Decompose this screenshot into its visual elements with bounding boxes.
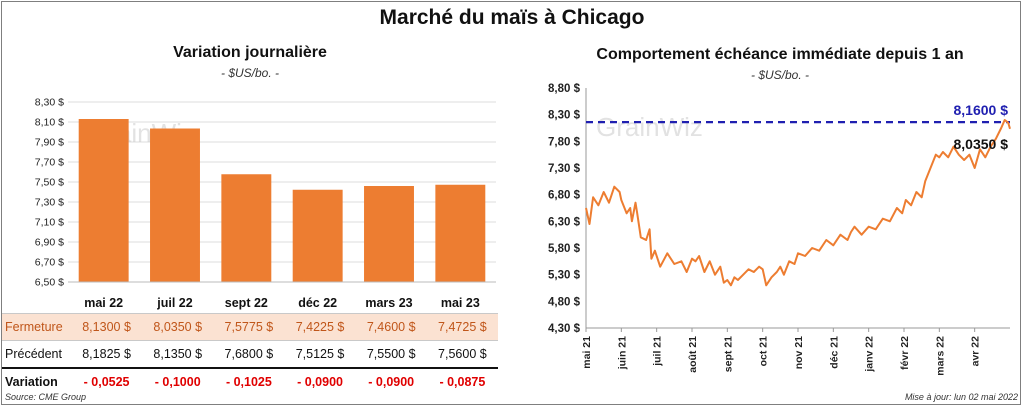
bar-chart: 6,50 $ 6,70 $ 6,90 $ 7,10 $ 7,30 $ 7,50 $ 7,70… [35,97,496,310]
table-cell: 7,5125 $ [284,340,356,369]
line-chart: 4,30 $ 4,80 $ 5,30 $ 5,80 $ 6,30 $ 6,80 $ 7,30… [548,83,1011,376]
x-tick-label: janv 22 [864,336,876,373]
x-tick-label: mai 23 [441,296,480,310]
series-line [585,119,1011,287]
table-cell: 7,4600 $ [355,313,427,341]
left-chart-unit: - $US/bo. - [220,66,280,80]
y-tick-label: 6,80 $ [548,190,581,202]
table-cell: 7,4225 $ [284,313,356,341]
table-row-previous: Précédent 8,1825 $ 8,1350 $ 7,6800 $ 7,5… [2,340,498,369]
bar [221,174,272,282]
y-tick-label: 8,30 $ [548,110,581,122]
table-cell: 8,0350 $ [142,313,214,341]
x-tick-label: sept 22 [225,296,268,310]
table-row-close: Fermeture 8,1300 $ 8,0350 $ 7,5775 $ 7,4… [2,313,498,341]
y-tick-label: 7,30 $ [548,163,581,175]
x-tick-label: nov 21 [793,336,805,369]
y-tick-label: 7,50 $ [35,177,64,189]
x-tick-label: mai 22 [84,296,123,310]
source-note: Source: CME Group [5,392,87,402]
x-tick-label: juin 21 [616,336,628,370]
right-chart-unit: - $US/bo. - [750,68,810,82]
table-cell: - 0,0875 [439,375,486,389]
x-tick-label: déc 21 [828,336,840,369]
last-value-label: 8,0350 $ [954,136,1009,152]
table-cell: 8,1350 $ [142,340,214,369]
bar [78,119,129,282]
table-cell: 7,5600 $ [426,340,498,369]
watermark: GrainWiz [596,112,703,142]
table-cell: 7,5775 $ [213,313,285,341]
bar [435,184,486,282]
x-tick-label: juil 22 [156,296,192,310]
reference-line-label: 8,1600 $ [954,102,1009,118]
y-tick-label: 7,80 $ [548,136,581,148]
x-tick-label: avr 22 [970,336,982,367]
y-tick-label: 7,70 $ [35,157,64,169]
x-tick-label: mars 22 [934,336,946,376]
x-tick-label: juil 21 [652,336,664,367]
update-note: Mise à jour: lun 02 mai 2022 [904,392,1018,402]
x-tick-label: mai 21 [581,336,593,369]
y-tick-label: 5,80 $ [548,243,581,255]
y-tick-label: 8,10 $ [35,117,64,129]
row-label: Fermeture [2,313,71,341]
table-row-variation: Variation - 0,0525 - 0,1000 - 0,1025 - 0… [2,368,498,395]
y-tick-label: 7,30 $ [35,197,64,209]
table-cell: - 0,1025 [225,375,272,389]
bar [150,128,200,282]
x-tick-label: sept 21 [722,336,734,372]
table-cell: 8,1300 $ [71,313,143,341]
x-tick-label: févr 22 [899,336,911,370]
x-tick-label: août 21 [687,336,699,373]
x-tick-label: mars 23 [365,296,412,310]
y-tick-label: 4,80 $ [548,296,581,308]
table-cell: - 0,0900 [297,375,343,389]
left-chart-title: Variation journalière [173,44,327,61]
x-tick-label: déc 22 [298,296,337,310]
table-cell: 7,6800 $ [213,340,285,369]
table-cell: 7,4725 $ [426,313,498,341]
x-tick-label: oct 21 [758,336,770,367]
y-tick-label: 7,90 $ [35,137,64,149]
y-tick-label: 6,70 $ [35,257,64,269]
y-tick-label: 6,30 $ [548,216,581,228]
page-title: Marché du maïs à Chicago [379,6,645,29]
price-table: Fermeture 8,1300 $ 8,0350 $ 7,5775 $ 7,4… [2,313,498,395]
table-cell: - 0,0525 [83,375,130,389]
table-cell: - 0,0900 [368,375,415,389]
row-label: Variation [5,375,58,389]
y-tick-label: 6,50 $ [35,277,64,289]
table-cell: - 0,1000 [154,375,201,389]
y-tick-label: 5,30 $ [548,270,581,282]
y-tick-label: 6,90 $ [35,237,64,249]
table-cell: 7,5500 $ [355,340,427,369]
bar [292,189,343,282]
bar [364,186,414,282]
y-tick-label: 8,30 $ [35,97,64,109]
y-tick-label: 4,30 $ [548,323,581,335]
row-label: Précédent [2,340,71,369]
table-cell: 8,1825 $ [71,340,143,369]
right-chart-title: Comportement échéance immédiate depuis 1… [596,46,964,63]
y-tick-label: 8,80 $ [548,83,581,95]
y-tick-label: 7,10 $ [35,217,64,229]
